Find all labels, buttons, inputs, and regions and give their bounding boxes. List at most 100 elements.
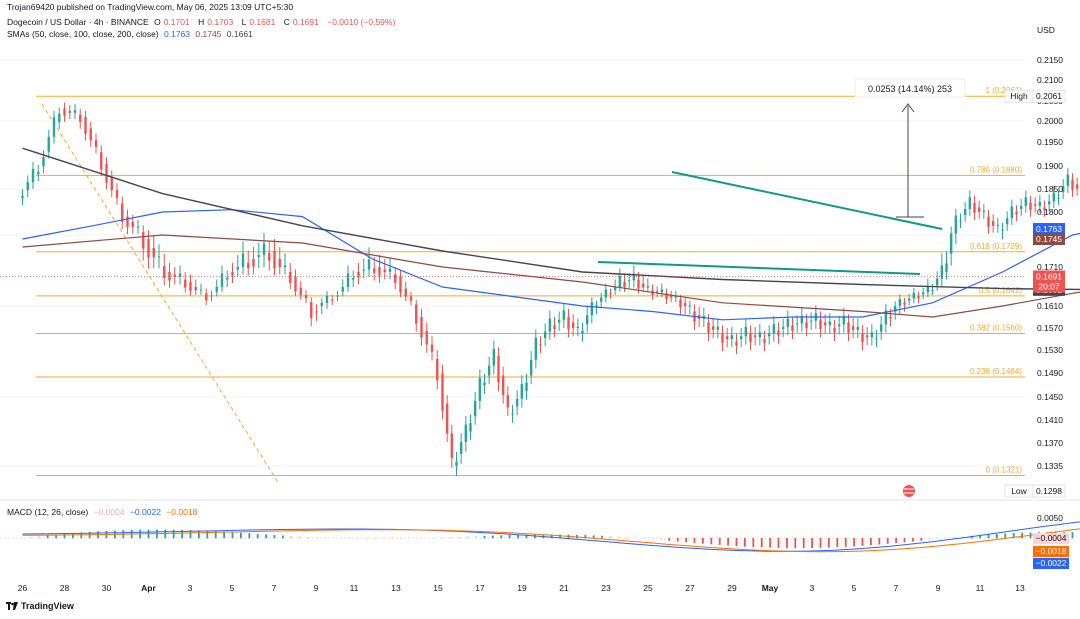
macd-histogram-bar [928,538,931,540]
fib-label: 0.786 (0.1880) [970,165,1022,174]
candle-body [772,324,776,334]
candle-body [1015,212,1018,215]
price-tick-label: 0.1800 [1037,207,1063,217]
candle-body [1075,184,1079,189]
candle-body [168,272,171,281]
macd-histogram-bar [811,538,813,549]
macd-histogram-bar [55,534,57,539]
macd-histogram-bar [214,531,217,539]
candle-body [679,299,682,308]
macd-price-tag-text: −0.0018 [1036,546,1067,556]
macd-histogram-bar [710,538,713,545]
candle-body [940,265,944,279]
candle-body [1057,197,1060,199]
candle-body [861,333,864,342]
candle-body [241,253,245,267]
candle-body [609,293,612,295]
lower-trendline [597,261,921,275]
fib-label: 0.236 (0.1484) [970,367,1022,376]
time-tick-label: 25 [643,583,653,593]
ohlc-open: O 0.1701 [154,17,193,27]
candle-body [445,403,449,434]
candle-body [1038,201,1042,206]
candle-body [632,273,636,281]
candle-body [1010,206,1014,219]
tradingview-brand: TradingView [21,601,74,611]
macd-histogram-bar [256,533,259,539]
tradingview-logo-icon [6,602,18,610]
macd-histogram-bar [744,538,746,547]
candle-body [735,341,738,346]
macd-histogram-bar [844,538,847,547]
signal-line [22,528,1080,553]
open-label: O [154,17,161,27]
price-tick-label: 0.2000 [1037,116,1063,126]
macd-line [22,521,1080,552]
candle-body [100,152,103,170]
candle-body [469,423,472,432]
candle-body [1071,179,1074,190]
time-tick-label: 13 [391,583,401,593]
time-tick-label: 26 [18,583,28,593]
time-tick-label: 11 [350,583,359,593]
candle-body [665,293,668,300]
macd-histogram-bar [727,538,729,546]
macd-histogram-bar [853,538,855,547]
candle-body [1005,218,1009,225]
candle-body [674,295,678,298]
candle-body [1043,207,1046,210]
candle-body [464,424,468,443]
macd-histogram-bar [408,538,410,539]
candle-body [210,295,213,297]
candle-body [115,190,119,198]
candle-body [912,292,916,299]
sma-price-tag [1033,223,1065,236]
macd-histogram-bar [660,538,662,541]
macd-histogram-bar [223,531,225,539]
last-price-text: 0.1691 [1036,272,1062,282]
candle-body [215,287,218,292]
price-tag-value-box [1032,89,1066,103]
dashed-retracement-line [41,103,280,485]
drawings: 0.0253 (14.14%) 253 [0,78,1025,497]
candle-body [299,287,302,295]
macd-histogram-bar [357,538,360,540]
tradingview-logo[interactable]: TradingView [6,601,74,611]
measure-arrowhead [901,103,915,113]
candle-body [320,302,323,306]
macd-legend[interactable]: MACD (12, 26, close) −0.0004 −0.0022 −0.… [7,507,200,517]
macd-histogram-bar [592,535,595,539]
candle-body [441,373,444,411]
macd-histogram-bar [920,538,923,541]
candle-body [157,256,161,258]
time-tick-label: 13 [1015,583,1025,593]
low-label: L [241,17,247,27]
macd-histogram-bar [80,532,83,539]
time-tick-label: 3 [810,583,815,593]
macd-histogram-bar [777,538,780,548]
macd-histogram-bar [240,532,242,539]
candle-body [367,259,371,270]
macd-histogram-bar [693,538,696,543]
candle-body [683,302,687,306]
macd-histogram-bar [584,535,587,539]
fib-label: 0.5 (0.1642) [979,286,1022,295]
ohlc-legend[interactable]: Dogecoin / US Dollar · 4h · BINANCE O 0.1… [7,17,398,27]
currency-label[interactable]: USD [1037,25,1055,35]
macd-histogram-bar [46,535,49,539]
candle-body [707,322,710,333]
sma-legend[interactable]: SMAs (50, close, 100, close, 200, close)… [7,29,256,39]
time-tick-label: 15 [433,583,443,593]
candle-body [506,395,510,408]
price-tick-label: 0.1450 [1037,392,1063,402]
candle-body [548,318,552,332]
macd-histogram-bar [492,535,494,539]
fib-levels: 1 (0.2061) 0.786 (0.1880) 0.618 (0.1729) 0.… [36,86,1025,476]
candle-body [68,110,71,113]
macd-histogram-bar [1004,533,1007,539]
time-tick-label: 11 [976,583,985,593]
candle-body [525,382,528,392]
candle-body [520,384,524,399]
time-tick-label: 29 [727,583,737,593]
